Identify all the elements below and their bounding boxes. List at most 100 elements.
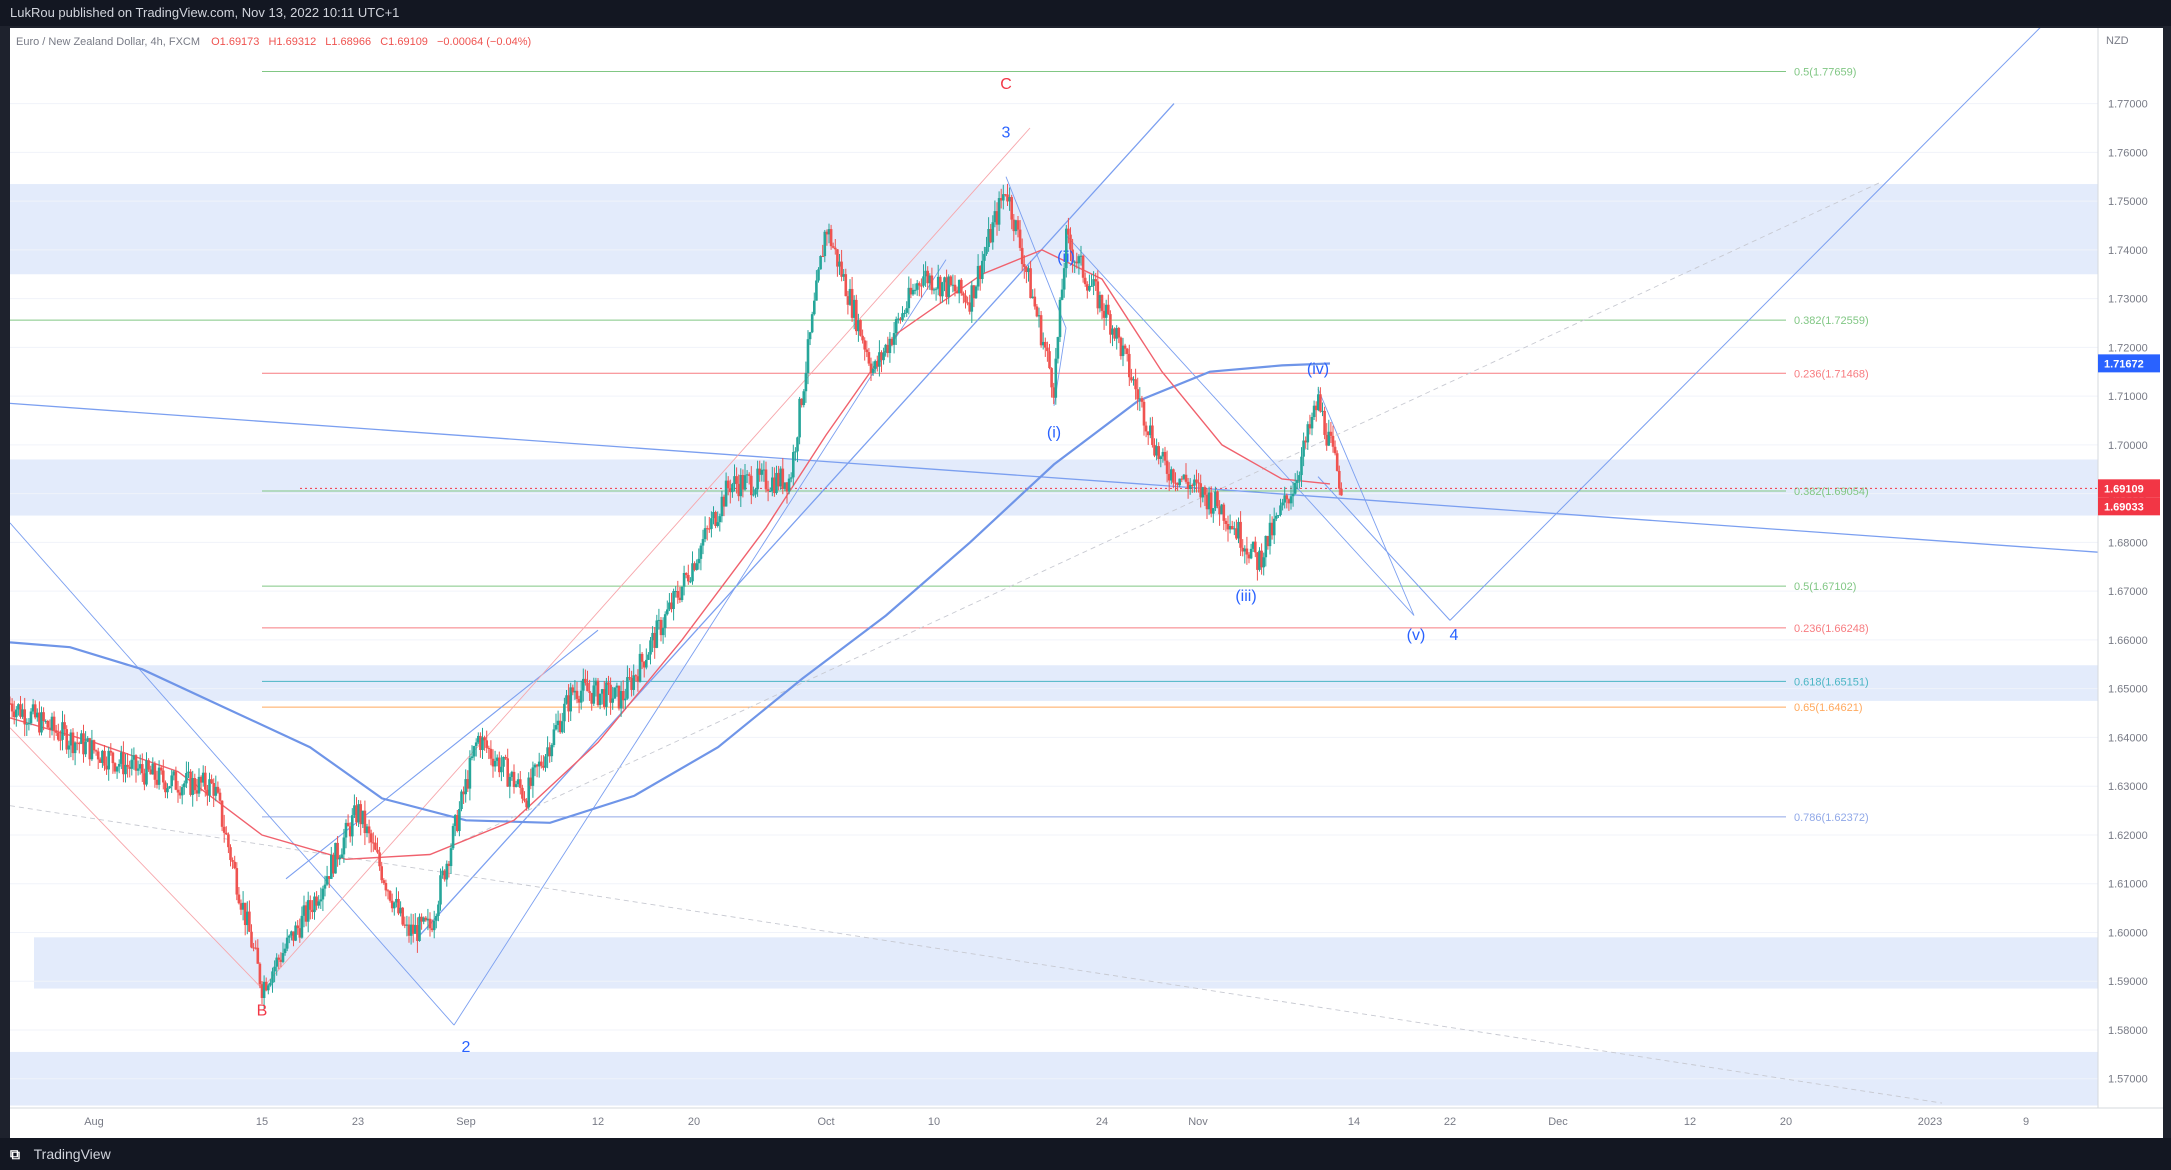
price-badges: 1.71672 1.69109 1.69033	[2098, 354, 2160, 516]
candle-body	[840, 261, 843, 277]
candle-body	[384, 882, 388, 891]
candle-body	[1245, 548, 1249, 555]
trendline-13	[453, 181, 1883, 846]
candle-body	[332, 854, 335, 874]
candle-body	[315, 896, 318, 906]
candle-body	[556, 720, 560, 726]
candle-body	[27, 723, 31, 725]
candle-body	[794, 451, 797, 453]
candle-body	[1186, 481, 1190, 489]
candle-body	[1180, 478, 1184, 480]
candle-body	[724, 480, 728, 507]
candle-body	[737, 483, 740, 497]
candle-body	[605, 682, 608, 707]
candle-body	[479, 735, 482, 751]
candle-body	[430, 928, 434, 931]
candle-body	[762, 469, 766, 471]
candle-body	[369, 833, 373, 843]
candle-body	[1046, 347, 1049, 352]
candle-body	[1002, 194, 1005, 201]
candle-body	[1329, 431, 1333, 436]
candle-body	[1075, 261, 1079, 264]
candle-body	[947, 276, 950, 297]
candle-body	[796, 437, 799, 452]
candle-body	[151, 763, 155, 775]
candle-body	[871, 368, 875, 373]
candle-body	[691, 563, 694, 582]
candle-body	[395, 898, 398, 903]
candle-body	[687, 574, 690, 582]
candle-body	[1184, 474, 1188, 482]
zone-2	[10, 665, 2098, 701]
candle-body	[25, 723, 29, 725]
candle-body	[924, 270, 927, 277]
candle-body	[267, 985, 270, 991]
candle-body	[831, 246, 835, 248]
candle-body	[10, 703, 14, 712]
candle-body	[987, 228, 990, 247]
fib-label: 0.65(1.64621)	[1794, 702, 1863, 714]
candle-body	[705, 528, 709, 530]
support-resistance-zones	[10, 184, 2098, 1106]
candle-body	[609, 684, 612, 703]
candle-body	[90, 740, 94, 760]
candle-body	[1142, 401, 1146, 426]
candle-body	[128, 766, 131, 769]
candle-body	[519, 779, 522, 788]
candle-body	[842, 274, 845, 277]
candle-body	[573, 690, 577, 693]
candle-body	[386, 890, 390, 892]
candle-body	[611, 698, 614, 703]
candle-body	[82, 733, 85, 755]
candle-body	[170, 775, 173, 787]
candle-body	[403, 924, 407, 926]
candle-body	[983, 253, 986, 261]
candle-body	[674, 591, 677, 593]
candle-body	[663, 614, 667, 628]
candle-body	[823, 231, 827, 257]
candle-body	[1233, 528, 1236, 530]
candle-body	[590, 692, 593, 704]
candle-body	[132, 755, 136, 760]
candle-body	[153, 763, 157, 780]
candle-body	[1304, 440, 1307, 443]
candle-body	[514, 784, 518, 787]
candle-body	[453, 815, 457, 827]
candle-body	[86, 738, 89, 742]
fib-label: 0.5(1.67102)	[1794, 581, 1856, 593]
ohlc-open: O1.69173	[211, 36, 259, 48]
candle-body	[204, 772, 207, 790]
candle-body	[999, 198, 1003, 201]
y-axis-ticks: 1.77000 1.76000 1.75000 1.74000 1.73000 1.720…	[2108, 99, 2148, 1086]
candle-body	[655, 620, 659, 648]
candle-body	[460, 791, 463, 809]
candle-body	[714, 511, 717, 526]
candle-body	[802, 391, 806, 406]
candle-body	[1073, 261, 1076, 263]
chart-area[interactable]: 0.5(1.77659) 0.382(1.72559) 0.236(1.71468)…	[8, 0, 2163, 1138]
candle-body	[651, 632, 654, 641]
wave-label: C	[1000, 76, 1012, 93]
candle-body	[367, 826, 371, 834]
candlestick-chart[interactable]: 0.5(1.77659) 0.382(1.72559) 0.236(1.71468)…	[8, 0, 2163, 1138]
candle-body	[701, 539, 705, 546]
candle-body	[960, 279, 963, 294]
wave-labels: C 3 B 2 (ii) (i) (iii) (iv) (v) 4	[257, 76, 1459, 1056]
candle-body	[1071, 249, 1074, 263]
candle-body	[1018, 229, 1022, 248]
candle-body	[1312, 405, 1316, 418]
tradingview-brand[interactable]: ⧉ TradingView	[10, 1138, 111, 1170]
trendline-9	[1317, 388, 1415, 616]
candle-body	[1275, 515, 1278, 519]
symbol-legend: Euro / New Zealand Dollar, 4h, FXCM O1.6…	[16, 36, 531, 48]
candle-body	[884, 344, 887, 353]
candle-body	[197, 776, 201, 794]
candle-body	[777, 472, 780, 487]
candle-body	[537, 761, 541, 767]
candle-body	[390, 900, 394, 909]
candle-body	[712, 511, 715, 519]
candle-body	[1235, 528, 1238, 539]
candle-body	[852, 299, 856, 318]
candle-body	[107, 750, 110, 770]
candle-body	[752, 494, 755, 496]
